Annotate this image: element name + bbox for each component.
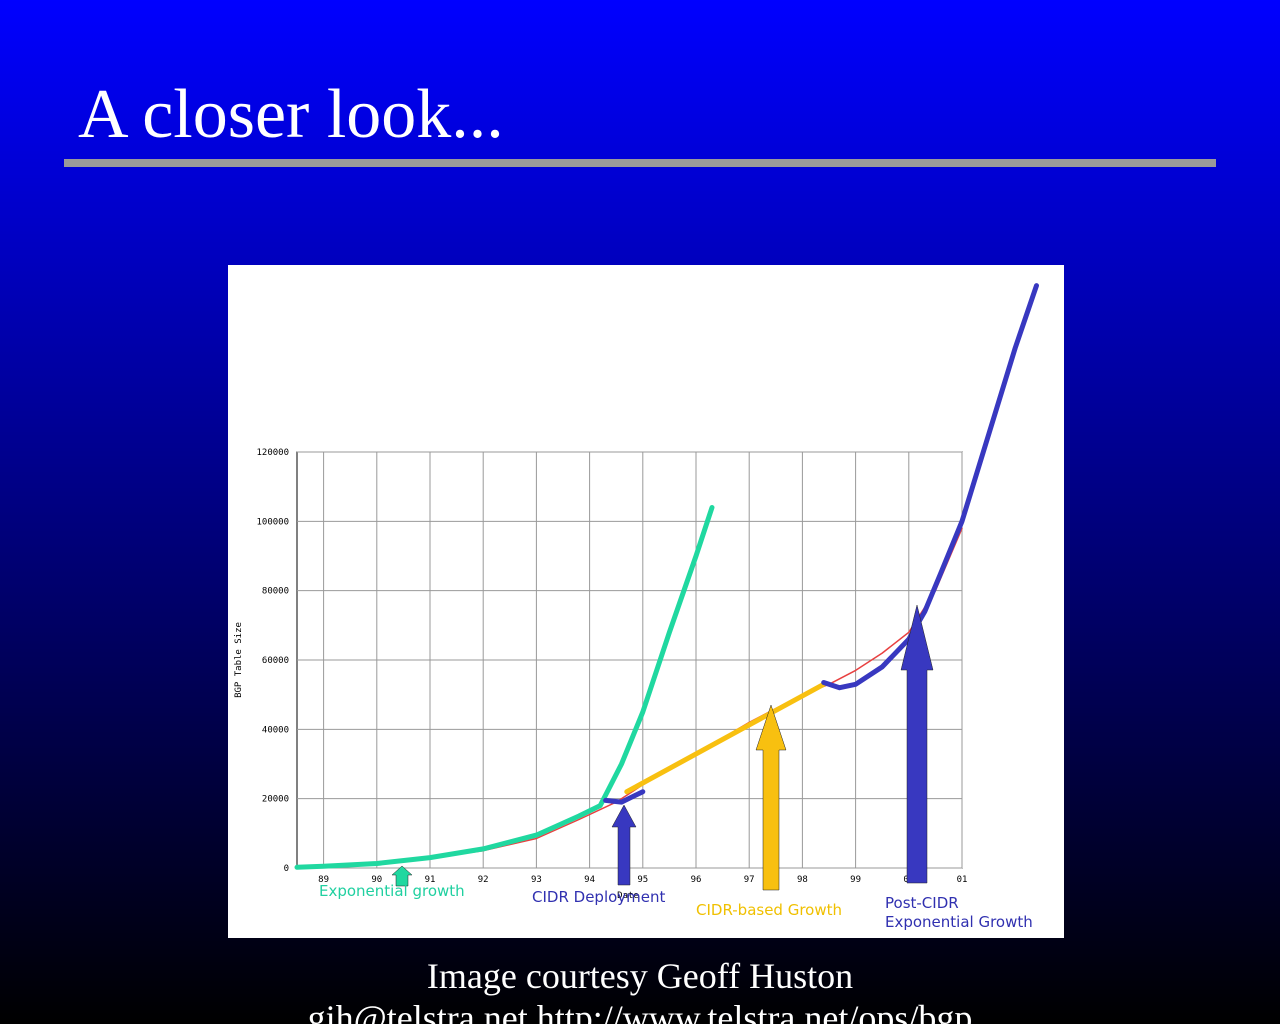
y-tick-label: 0 (284, 864, 289, 874)
caption: Image courtesy Geoff Huston (427, 956, 853, 996)
y-tick-label: 120000 (256, 448, 289, 458)
annotation: Post-CIDR (885, 894, 959, 912)
y-tick-label: 20000 (262, 795, 289, 805)
data-line (294, 505, 715, 870)
title-rule (64, 159, 1216, 167)
arrow (900, 604, 934, 884)
x-tick-label: 93 (531, 875, 542, 885)
caption: gih@telstra.net http://www.telstra.net/o… (308, 998, 973, 1024)
x-tick-label: 96 (691, 875, 702, 885)
chart: 0 20000 40000 60000 80000 100000 120000 89 90 91 9… (234, 283, 1039, 931)
annotation: CIDR Deployment (532, 888, 666, 906)
data-line (603, 283, 1039, 805)
arrow (391, 865, 413, 887)
y-tick-label: 40000 (262, 725, 289, 735)
annotation: Exponential growth (319, 882, 465, 900)
x-axis-label: Date (617, 891, 639, 901)
annotation: CIDR-based Growth (696, 901, 842, 919)
y-tick-label: 80000 (262, 587, 289, 597)
y-tick-label: 100000 (256, 517, 289, 527)
slide-title: A closer look... (78, 76, 504, 153)
x-tick-label: 91 (425, 875, 436, 885)
data-line (624, 681, 827, 795)
arrow (611, 804, 637, 886)
y-axis-label: BGP Table Size (234, 622, 244, 698)
x-tick-label: 01 (957, 875, 968, 885)
x-tick-label: 89 (318, 875, 329, 885)
x-tick-label: 95 (637, 875, 648, 885)
x-tick-label: 97 (744, 875, 755, 885)
x-tick-label: 90 (371, 875, 382, 885)
x-tick-label: 92 (478, 875, 489, 885)
x-tick-label: 94 (584, 875, 595, 885)
y-tick-label: 60000 (262, 656, 289, 666)
x-tick-label: 98 (797, 875, 808, 885)
arrow (755, 704, 787, 891)
annotation: Exponential Growth (885, 913, 1033, 931)
x-tick-label: 99 (850, 875, 861, 885)
